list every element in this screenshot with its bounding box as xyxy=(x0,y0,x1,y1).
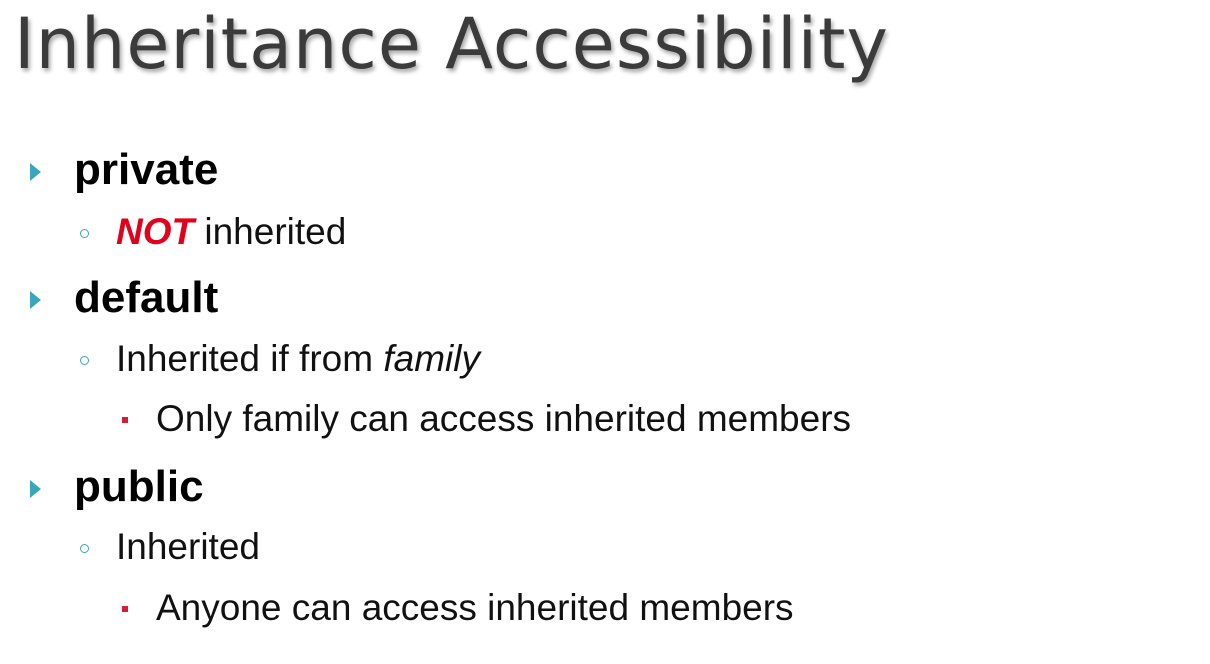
sub-bullet-not-inherited: NOT inherited xyxy=(80,210,346,254)
detail-bullet-text: Only family can access inherited members xyxy=(156,398,852,439)
emphasis-family: family xyxy=(383,338,480,379)
slide-title: Inheritance Accessibility xyxy=(14,3,889,85)
sub-bullet-rest: inherited xyxy=(194,211,347,252)
detail-bullet-only-family: Only family can access inherited members xyxy=(122,397,851,441)
sub-bullet-inherited: Inherited xyxy=(80,525,260,569)
sub-bullet-text: Inherited if from family xyxy=(116,338,480,380)
detail-bullet-anyone: Anyone can access inherited members xyxy=(122,586,794,630)
sub-bullet-text: NOT inherited xyxy=(116,211,346,253)
emphasis-not: NOT xyxy=(116,211,195,252)
bullet-default: default xyxy=(30,273,218,323)
bullet-heading: public xyxy=(74,462,204,511)
triangle-bullet-icon xyxy=(30,291,41,309)
square-bullet-icon xyxy=(122,417,128,423)
sub-bullet-lead: Inherited if from xyxy=(116,338,384,379)
bullet-private: private xyxy=(30,145,218,195)
bullet-heading: private xyxy=(74,145,219,194)
triangle-bullet-icon xyxy=(30,480,41,498)
triangle-bullet-icon xyxy=(30,163,41,181)
bullet-heading: default xyxy=(74,273,219,322)
circle-bullet-icon xyxy=(80,543,89,553)
square-bullet-icon xyxy=(122,606,128,612)
sub-bullet-text: Inherited xyxy=(116,526,260,567)
circle-bullet-icon xyxy=(80,355,89,365)
detail-bullet-text: Anyone can access inherited members xyxy=(156,587,794,628)
bullet-public: public xyxy=(30,462,204,512)
sub-bullet-inherited-if-family: Inherited if from family xyxy=(80,337,480,381)
circle-bullet-icon xyxy=(80,228,89,238)
